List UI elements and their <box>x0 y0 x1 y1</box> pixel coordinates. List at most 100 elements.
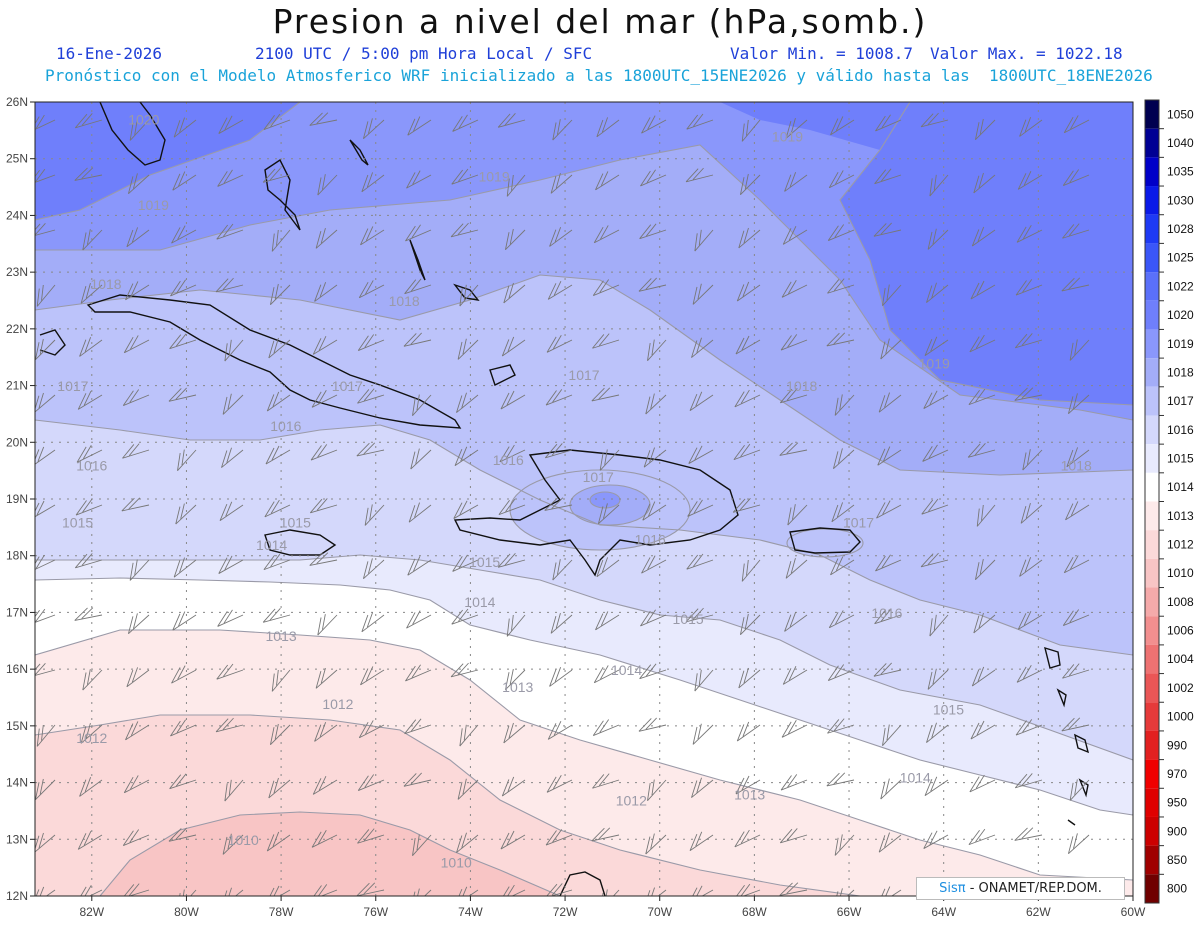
colorbar-swatch <box>1145 501 1159 531</box>
wind-barb <box>645 393 667 415</box>
wind-barb <box>826 772 855 787</box>
region-1020-west <box>35 102 300 220</box>
wind-barb <box>1014 387 1043 401</box>
colorbar-label: 1019 <box>1167 337 1194 351</box>
colorbar-label: 1035 <box>1167 165 1194 179</box>
wind-barb <box>738 667 761 689</box>
contour-labels: 1020 1019 1019 1019 1018 1018 1017 1017 1017 1018… <box>57 112 1092 871</box>
wind-barb <box>550 173 573 194</box>
wind-barb <box>309 552 338 566</box>
wind-barb <box>79 777 103 797</box>
wind-barb <box>874 168 902 185</box>
wind-barb <box>875 554 902 572</box>
wind-barb <box>221 887 244 896</box>
cuba-isle <box>39 329 66 356</box>
wind-barb <box>927 668 949 690</box>
wind-barb <box>171 225 197 244</box>
wind-barb <box>641 115 667 134</box>
wind-barb <box>592 719 620 736</box>
contour-label: 1020 <box>128 112 159 128</box>
wind-barb <box>357 774 385 791</box>
wind-barb <box>403 772 432 787</box>
wind-barb <box>596 117 620 138</box>
wind-barb <box>550 613 573 634</box>
wind-barb <box>410 448 432 470</box>
wind-barb <box>733 443 761 461</box>
lat-tick-label: 22N <box>6 322 28 336</box>
wind-barb <box>552 119 573 141</box>
lat-tick-label: 17N <box>6 605 28 619</box>
wind-barb <box>123 775 150 794</box>
colorbar-swatch <box>1145 759 1159 789</box>
wind-barb <box>781 720 808 738</box>
wind-barb <box>266 831 291 852</box>
wind-barbs <box>35 112 1090 896</box>
wind-barb <box>687 499 714 517</box>
colorbar-label: 1015 <box>1167 451 1194 465</box>
wind-barb <box>264 499 291 518</box>
wind-barb <box>734 829 761 848</box>
wind-barb <box>216 663 244 680</box>
wind-barb <box>310 884 338 896</box>
colorbar-swatch <box>1145 702 1159 731</box>
wind-barb <box>263 113 291 131</box>
wind-barb <box>358 720 385 739</box>
colorbar-swatch <box>1145 300 1159 330</box>
wind-barb <box>172 611 197 631</box>
wind-barb <box>694 669 714 692</box>
colorbar-label: 1006 <box>1167 624 1194 638</box>
wind-barb <box>880 778 902 800</box>
wind-barb <box>599 449 620 471</box>
wind-barb <box>597 503 620 525</box>
contour-label: 1014 <box>464 594 495 610</box>
wind-barb <box>457 338 479 360</box>
wind-barb <box>270 283 291 306</box>
wind-barb <box>827 278 855 294</box>
wind-barb <box>82 669 103 691</box>
contour-label: 1016 <box>635 531 666 547</box>
wind-barb <box>547 280 573 300</box>
wind-barb <box>785 558 808 579</box>
wind-barb <box>356 882 385 896</box>
credit-box: Sisπ - ONAMET/REP.DOM. <box>916 877 1125 900</box>
wind-barb <box>497 112 526 128</box>
wind-barb <box>216 223 244 240</box>
wind-barb <box>125 721 150 741</box>
wind-barb <box>452 114 479 132</box>
wind-barb <box>639 223 667 240</box>
wind-barb <box>736 281 761 302</box>
wind-barb <box>973 172 996 194</box>
wind-barb <box>129 119 150 141</box>
wind-barb <box>740 613 761 636</box>
wind-barb <box>453 500 479 519</box>
wind-barb <box>271 669 291 692</box>
coastlines <box>39 102 1090 896</box>
wind-barb <box>544 497 573 511</box>
wind-barb <box>1017 170 1043 190</box>
wind-barb <box>592 333 620 349</box>
wind-barb <box>79 337 103 357</box>
wind-barb <box>311 830 338 848</box>
colorbar-label: 1012 <box>1167 538 1194 552</box>
wind-barb <box>967 442 996 458</box>
wind-barb <box>970 280 996 300</box>
wind-barb <box>595 611 620 631</box>
wind-barb <box>80 283 103 304</box>
wind-barb <box>405 664 432 682</box>
wind-barb <box>129 559 150 581</box>
lat-tick-label: 23N <box>6 265 28 279</box>
colorbar-label: 1040 <box>1167 136 1194 150</box>
colorbar-label: 1018 <box>1167 365 1194 379</box>
wind-barb <box>177 449 197 472</box>
lat-tick-label: 19N <box>6 492 28 506</box>
wind-barb <box>35 500 56 518</box>
wind-barb <box>874 608 902 625</box>
colorbar-label: 1022 <box>1167 279 1194 293</box>
wind-barb <box>968 388 996 406</box>
wind-barb <box>826 332 855 347</box>
colorbar-label: 1010 <box>1167 566 1194 580</box>
florida-coast <box>99 102 166 166</box>
wind-barb <box>315 668 338 689</box>
wind-barb <box>121 497 150 512</box>
